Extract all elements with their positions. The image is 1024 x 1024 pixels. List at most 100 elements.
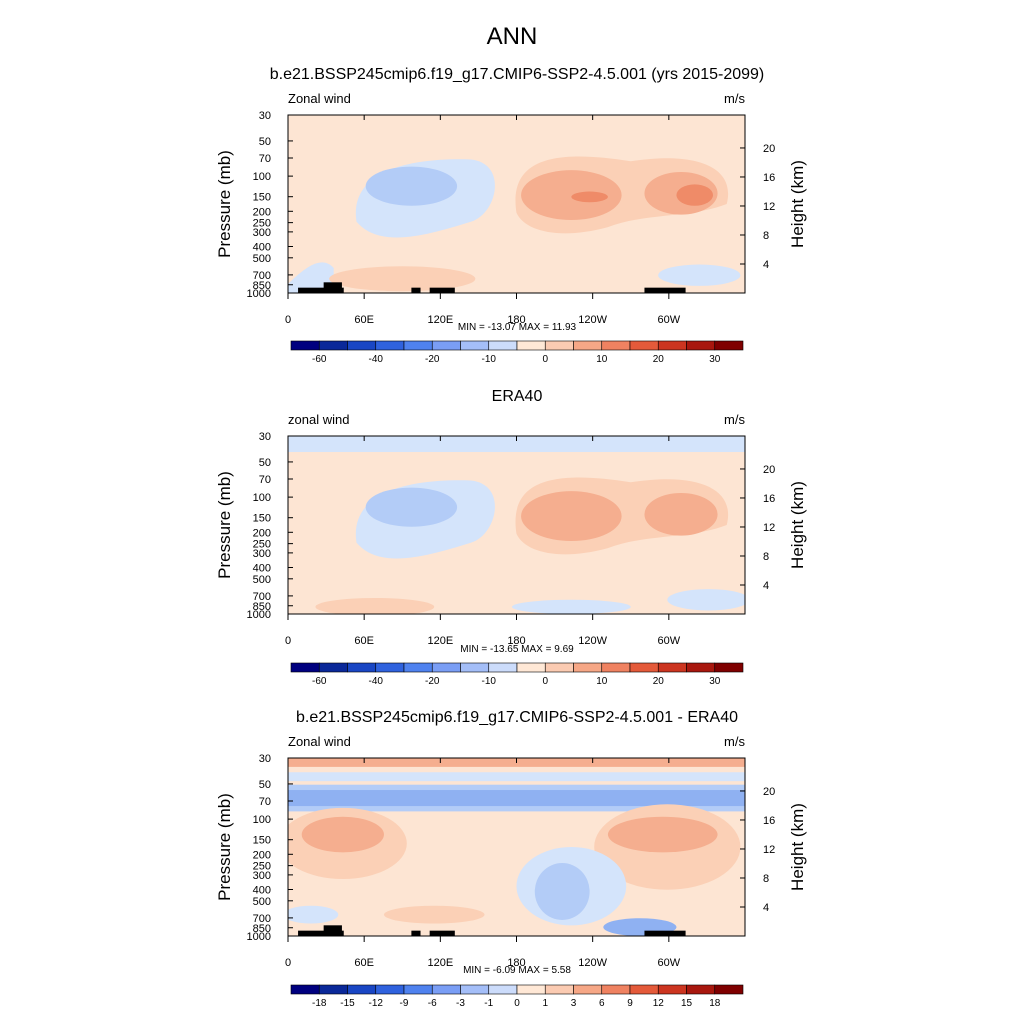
y-tick-label: 70 <box>259 153 271 165</box>
height-tick-label: 12 <box>763 201 775 213</box>
colorbar-label: 9 <box>627 998 633 1009</box>
colorbar-swatch <box>403 340 433 351</box>
x-tick-label: 180 <box>507 957 525 969</box>
y-tick-label: 700 <box>253 913 271 925</box>
colorbar-label: 18 <box>709 998 721 1009</box>
topography-block <box>323 925 342 936</box>
surface-westerly <box>315 597 435 614</box>
surface-easterly-east <box>667 589 745 611</box>
y-tick-label: 850 <box>253 280 271 292</box>
height-axis-label: Height (km) <box>788 481 807 569</box>
panel-2-title: ERA40 <box>492 388 543 405</box>
colorbar-swatch <box>431 984 461 995</box>
colorbar-swatch <box>686 984 716 995</box>
y-tick-label: 100 <box>253 492 271 504</box>
colorbar-swatch <box>318 340 348 351</box>
colorbar-label: -15 <box>340 998 355 1009</box>
y-tick-label: 400 <box>253 562 271 574</box>
colorbar-label: -12 <box>369 998 384 1009</box>
x-tick-label: 120W <box>578 314 607 326</box>
colorbar-swatch <box>488 984 518 995</box>
y-tick-label: 300 <box>253 870 271 882</box>
colorbar-label: -40 <box>369 676 384 687</box>
colorbar-swatch <box>318 662 348 673</box>
colorbar-swatch <box>714 984 744 995</box>
y-tick-label: 100 <box>253 814 271 826</box>
colorbar-label: 0 <box>542 676 548 687</box>
height-tick-label: 4 <box>763 259 769 271</box>
colorbar-swatch <box>516 340 546 351</box>
topography-block <box>411 287 421 293</box>
colorbar-label: 10 <box>596 676 608 687</box>
panel-3-plot-area <box>287 757 746 937</box>
colorbar-label: -9 <box>400 998 409 1009</box>
colorbar-swatch <box>686 662 716 673</box>
colorbar-swatch <box>375 662 405 673</box>
contour-field <box>288 115 745 293</box>
colorbar-swatch <box>460 984 490 995</box>
height-axis-label: Height (km) <box>788 803 807 891</box>
x-tick-label: 60E <box>354 957 374 969</box>
x-tick-label: 60E <box>354 314 374 326</box>
x-tick-label: 180 <box>507 314 525 326</box>
upper-band-light <box>288 772 745 782</box>
stratospheric-easterly-band <box>288 436 745 453</box>
westerly-core <box>521 170 622 221</box>
surface-easterly <box>511 599 631 614</box>
y-tick-label: 250 <box>253 861 271 873</box>
x-tick-label: 180 <box>507 635 525 647</box>
topography-block <box>429 930 455 936</box>
x-tick-label: 60W <box>658 314 681 326</box>
colorbar-swatch <box>347 340 377 351</box>
colorbar-swatch <box>601 662 631 673</box>
colorbar-label: 20 <box>653 354 665 365</box>
y-tick-label: 500 <box>253 896 271 908</box>
colorbar-swatch <box>573 662 603 673</box>
colorbar-swatch <box>347 984 377 995</box>
height-axis-label: Height (km) <box>788 160 807 248</box>
upper-band-core <box>288 790 745 807</box>
y-tick-label: 150 <box>253 192 271 204</box>
colorbar-swatch <box>714 662 744 673</box>
panel-2-colorbar: -60 -40 -20 -10 0 10 20 30 <box>290 662 744 687</box>
contour-field <box>288 758 745 936</box>
colorbar-swatch <box>573 984 603 995</box>
colorbar-label: -60 <box>312 354 327 365</box>
colorbar-swatch <box>601 984 631 995</box>
x-tick-label: 0 <box>285 314 291 326</box>
colorbar-swatch <box>629 984 659 995</box>
y-tick-label: 400 <box>253 884 271 896</box>
y-axis-label: Pressure (mb) <box>215 471 234 579</box>
y-tick-label: 850 <box>253 923 271 935</box>
x-tick-label: 120E <box>427 314 453 326</box>
topography-block <box>298 930 344 936</box>
colorbar-swatch <box>290 662 320 673</box>
y-tick-label: 850 <box>253 601 271 613</box>
topography-block <box>298 287 344 293</box>
surface-westerly <box>329 266 476 292</box>
y-tick-label: 250 <box>253 539 271 551</box>
y-tick-label: 200 <box>253 206 271 218</box>
height-tick-label: 16 <box>763 172 775 184</box>
colorbar-label: 1 <box>542 998 548 1009</box>
colorbar-label: 15 <box>681 998 693 1009</box>
y-axis-label: Pressure (mb) <box>215 793 234 901</box>
y-tick-label: 1000 <box>247 931 271 943</box>
colorbar-label: 0 <box>542 354 548 365</box>
colorbar-swatch <box>431 340 461 351</box>
height-tick-label: 16 <box>763 815 775 827</box>
panel-1-title: b.e21.BSSP245cmip6.f19_g17.CMIP6-SSP2-4.… <box>270 66 765 83</box>
panel-3-stats: MIN = -6.09 MAX = 5.58 <box>463 965 571 976</box>
colorbar-swatch <box>431 662 461 673</box>
colorbar-swatch <box>403 984 433 995</box>
topography-block <box>644 930 686 936</box>
colorbar-swatch <box>460 662 490 673</box>
topography-block <box>411 930 421 936</box>
colorbar-label: -20 <box>425 676 440 687</box>
colorbar-swatch <box>488 662 518 673</box>
colorbar-label: 30 <box>709 354 721 365</box>
westerly-max <box>676 184 714 206</box>
